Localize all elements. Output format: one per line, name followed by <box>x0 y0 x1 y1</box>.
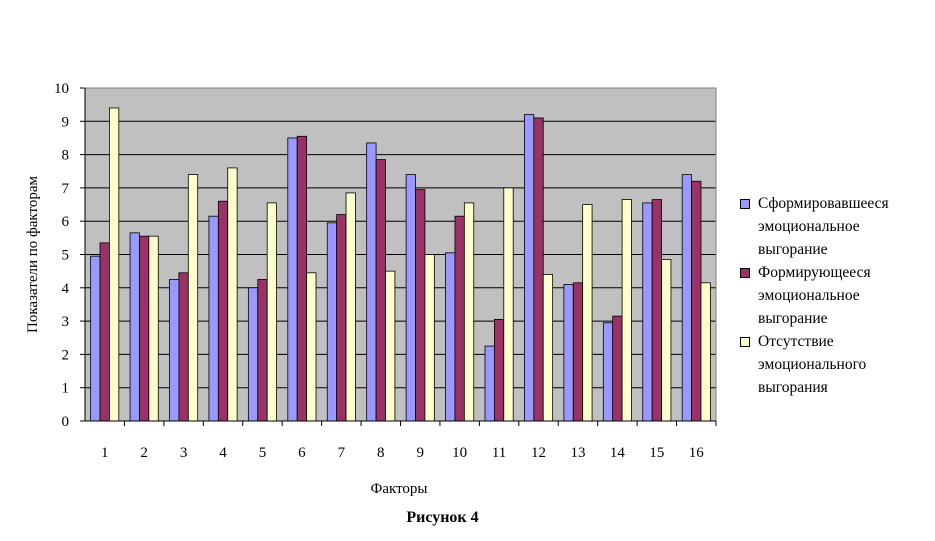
y-tick-label: 5 <box>62 248 70 264</box>
bar <box>542 274 554 422</box>
x-tick-label: 16 <box>689 445 705 461</box>
bar <box>612 315 623 422</box>
bar <box>493 319 505 422</box>
x-tick-label: 10 <box>452 445 467 461</box>
y-tick-label: 4 <box>62 281 70 297</box>
y-tick-label: 6 <box>62 214 70 230</box>
bar <box>445 252 456 422</box>
legend: Сформировавшееся эмоциональное выгорание… <box>740 192 930 399</box>
x-tick-label: 7 <box>338 445 346 461</box>
y-tick-label: 10 <box>54 81 69 97</box>
legend-label-line: выгорания <box>758 379 828 396</box>
bar <box>524 114 535 422</box>
legend-label-line: эмоциональное <box>758 287 860 304</box>
legend-label-line: Сформировавшееся <box>758 195 889 212</box>
bar <box>463 202 475 422</box>
y-tick-labels: 0 1 2 3 4 5 6 7 8 9 10 <box>54 81 70 430</box>
x-tick-label: 12 <box>531 445 546 461</box>
bar <box>484 345 495 422</box>
x-tick-label: 2 <box>140 445 148 461</box>
bar <box>661 259 672 422</box>
y-axis-title: Показатели по факторам <box>25 176 41 333</box>
x-tick-label: 14 <box>610 445 626 461</box>
y-tick-label: 1 <box>62 381 70 397</box>
legend-swatch <box>740 199 750 209</box>
bar <box>582 204 593 422</box>
legend-label-line: Формирующееся <box>758 264 871 281</box>
x-tick-label: 13 <box>570 445 585 461</box>
bar <box>296 135 308 422</box>
x-tick-labels: 1 2 3 4 5 6 7 8 9 10 11 12 13 14 15 16 <box>101 445 704 461</box>
bar <box>306 272 317 422</box>
bar <box>247 287 259 422</box>
legend-item-absent: Отсутствие эмоционального выгорания <box>740 330 930 399</box>
legend-label-line: выгорание <box>758 241 828 258</box>
y-tick-label: 2 <box>62 347 70 363</box>
bar <box>375 159 386 422</box>
bar <box>169 279 180 422</box>
bar <box>178 272 189 422</box>
bar <box>129 232 140 422</box>
legend-item-formed: Сформировавшееся эмоциональное выгорание <box>740 192 930 261</box>
bar <box>415 189 426 422</box>
bar <box>602 322 614 422</box>
bar <box>287 137 298 422</box>
legend-swatch <box>740 337 750 347</box>
bar <box>336 214 347 422</box>
bar <box>572 282 584 422</box>
bar <box>227 167 238 422</box>
x-tick-label: 11 <box>492 445 506 461</box>
bar <box>366 142 377 422</box>
bar <box>642 202 653 422</box>
bar <box>533 117 544 422</box>
figure-caption: Рисунок 4 <box>406 509 479 526</box>
bar <box>385 270 396 422</box>
bar <box>405 174 416 422</box>
bar <box>109 107 120 422</box>
bar <box>424 254 435 422</box>
bar <box>681 174 692 422</box>
bar <box>257 279 268 422</box>
bar <box>503 187 514 422</box>
y-tick-label: 8 <box>62 148 70 164</box>
bar <box>651 199 662 422</box>
y-tick-label: 0 <box>62 414 70 430</box>
bar <box>90 255 101 422</box>
x-tick-label: 1 <box>101 445 109 461</box>
bar <box>700 282 711 422</box>
bar <box>621 199 632 422</box>
bar <box>454 215 465 422</box>
x-tick-label: 4 <box>219 445 227 461</box>
bar <box>148 235 159 422</box>
x-tick-label: 15 <box>649 445 664 461</box>
bar <box>326 222 338 422</box>
legend-label-line: эмоционального <box>758 356 867 373</box>
axes <box>80 87 717 426</box>
x-tick-label: 3 <box>180 445 188 461</box>
y-tick-label: 7 <box>62 181 70 197</box>
legend-label-line: Отсутствие <box>758 333 834 350</box>
bar <box>563 284 574 422</box>
legend-swatch <box>740 268 750 278</box>
x-tick-label: 8 <box>377 445 385 461</box>
legend-label-line: выгорание <box>758 310 828 327</box>
bar <box>691 180 702 422</box>
bar <box>266 202 277 422</box>
x-axis-title: Факторы <box>370 481 427 497</box>
bar <box>217 200 229 422</box>
x-tick-label: 6 <box>298 445 306 461</box>
y-tick-label: 3 <box>62 314 70 330</box>
bar <box>139 235 150 422</box>
bar <box>187 174 199 422</box>
y-tick-label: 9 <box>62 114 70 130</box>
x-tick-label: 5 <box>259 445 267 461</box>
bar <box>208 215 219 422</box>
legend-item-forming: Формирующееся эмоциональное выгорание <box>740 261 930 330</box>
legend-label-line: эмоциональное <box>758 218 860 235</box>
x-tick-label: 9 <box>416 445 424 461</box>
bar <box>99 242 110 422</box>
bar <box>345 192 356 422</box>
